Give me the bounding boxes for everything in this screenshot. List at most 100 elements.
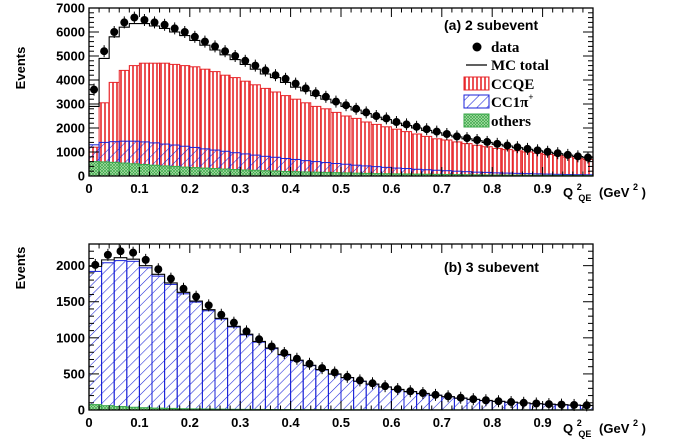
panel-b-cc1piplus-bin-10: [214, 318, 229, 411]
panel-a-others-bin-14: [229, 169, 241, 177]
panel-b-data-point-16: [292, 354, 301, 363]
panel-b-x-tick-label-7: 0.7: [433, 415, 451, 430]
legend-others-swatch: [463, 113, 490, 128]
panel-a-data-point-30: [392, 118, 401, 126]
panel-2-subevent: 0 0.1 0.2 0.3 0.4 0.5 0.6 0.7 0.8 0.9 0 1000 2000 300…: [13, 1, 646, 204]
panel-b-data-point-22: [368, 379, 377, 388]
panel-b-cc1piplus-bin-19: [327, 373, 342, 411]
panel-b-data-point-7: [179, 284, 188, 293]
panel-b-data-point-18: [318, 364, 327, 373]
panel-a-data-point-49: [583, 153, 592, 162]
panel-a-x-tick-label-4: 0.4: [282, 181, 301, 196]
panel-a-data-point-24: [331, 97, 340, 106]
panel-a-data-point-16: [251, 61, 260, 70]
panel-b-x-tick-label-0: 0: [85, 415, 92, 430]
panel-b-data-point-24: [393, 385, 402, 394]
panel-b-cc1piplus-bin-11: [227, 326, 241, 411]
panel-b-cc1piplus-bin-0: [88, 270, 103, 411]
panel-b-data-point-25: [406, 387, 415, 396]
panel-b-x-tick-label-1: 0.1: [130, 415, 148, 430]
panel-b-cc1piplus-bin-16: [290, 360, 304, 411]
panel-a-x-tick-label-2: 0.2: [181, 181, 199, 196]
panel-b-data-point-37: [557, 400, 566, 409]
panel-b-data-point-26: [418, 389, 427, 398]
panel-b-data-point-13: [255, 335, 264, 344]
panel-b-cc1piplus-bin-8: [189, 301, 203, 411]
panel-a-y-tick-label-7: 7000: [56, 1, 85, 16]
panel-a-y-tick-label-4: 4000: [56, 73, 85, 88]
panel-a-data-point-28: [372, 112, 381, 120]
panel-a-data-point-46: [553, 149, 562, 158]
panel-a-others-bin-13: [219, 168, 231, 177]
panel-b-data-point-32: [494, 397, 503, 406]
panel-a-data-point-23: [321, 92, 330, 101]
panel-a-data-point-19: [281, 74, 290, 83]
panel-a-ccqe-bin-38: [471, 144, 483, 177]
panel-a-xlabel-unit-sup: 2: [633, 182, 638, 192]
panel-a-x-tick-label-6: 0.6: [382, 181, 400, 196]
panel-a-data-point-5: [140, 16, 149, 24]
panel-b-y-tick-label-1: 500: [63, 366, 85, 381]
panel-a-xlabel-unit-close: ): [642, 185, 646, 200]
panel-b-y-tick-label-3: 1500: [56, 294, 85, 309]
panel-a-data-points: [90, 11, 592, 164]
panel-b-data-point-19: [330, 368, 339, 377]
panel-a-xlabel-q: Q: [563, 185, 573, 200]
panel-b-xlabel-unit: (GeV: [599, 421, 630, 436]
panel-a-data-point-48: [573, 152, 582, 161]
panel-a-others-bin-4: [128, 163, 140, 177]
panel-b-data-point-28: [444, 392, 453, 401]
panel-a-data-point-34: [432, 127, 441, 136]
panel-b-data-point-9: [204, 301, 213, 310]
panel-a-ccqe-bin-40: [491, 147, 503, 177]
panel-a-data-point-21: [301, 84, 310, 93]
panel-b-xlabel-q: Q: [563, 421, 573, 436]
panel-b-x-tick-label-8: 0.8: [483, 415, 501, 430]
panel-b-cc1piplus-bin-7: [176, 293, 191, 411]
panel-a-others-bin-2: [108, 161, 120, 177]
panel-b-cc1piplus-bin-15: [277, 354, 292, 411]
panel-b-data-point-6: [166, 274, 175, 283]
panel-a-data-point-43: [523, 144, 532, 153]
panel-b-y-axis-label: Events: [13, 247, 28, 290]
panel-a-data-point-17: [261, 66, 270, 75]
legend-others-label: others: [491, 114, 531, 130]
panel-a-data-point-31: [402, 120, 411, 129]
panel-b-cc1piplus-bin-1: [101, 262, 115, 411]
panel-b-data-point-12: [242, 327, 251, 336]
legend-cc1pi-swatch: [463, 94, 490, 109]
panel-b-x-tick-label-3: 0.3: [231, 415, 249, 430]
panel-a-data-point-25: [342, 101, 351, 110]
panel-b-cc1piplus-bin-13: [252, 341, 266, 411]
panel-a-xlabel-sup: 2: [577, 182, 582, 192]
panel-a-x-tick-label-7: 0.7: [433, 181, 451, 196]
panel-a-data-point-15: [241, 56, 250, 65]
panel-a-x-tick-label-3: 0.3: [231, 181, 249, 196]
legend-data-label: data: [491, 40, 520, 56]
panel-a-data-point-45: [543, 147, 552, 156]
panel-a-others-bin-3: [118, 162, 130, 177]
panel-b-data-point-10: [217, 310, 226, 319]
panel-a-x-tick-label-5: 0.5: [332, 181, 350, 196]
panel-b-cc1piplus-bin-4: [138, 267, 153, 411]
panel-a-xlabel-unit: (GeV: [599, 185, 630, 200]
panel-a-data-point-32: [412, 122, 421, 131]
panel-b-x-tick-label-6: 0.6: [382, 415, 400, 430]
panel-b-data-point-3: [129, 248, 138, 257]
panel-b-data-point-34: [519, 398, 528, 407]
panel-a-ccqe-bin-39: [481, 146, 493, 177]
panel-b-data-point-0: [91, 260, 100, 269]
panel-a-others-bin-6: [148, 164, 161, 177]
panel-a-x-tick-label-8: 0.8: [483, 181, 501, 196]
panel-a-x-axis-label: Q 2 QE (GeV 2 ): [563, 178, 646, 204]
panel-a-y-tick-label-1: 1000: [56, 145, 85, 160]
panel-b-y-tick-label-4: 2000: [56, 258, 85, 273]
panel-a-others-bin-16: [249, 169, 261, 177]
panel-b-x-tick-label-4: 0.4: [282, 415, 301, 430]
panel-a-ccqe-bin-41: [501, 149, 513, 177]
panel-b-xlabel-unit-close: ): [642, 421, 646, 436]
panel-a-data-point-12: [211, 42, 219, 51]
panel-a-data-point-11: [200, 37, 209, 46]
panel-a-others-bin-15: [239, 169, 251, 177]
